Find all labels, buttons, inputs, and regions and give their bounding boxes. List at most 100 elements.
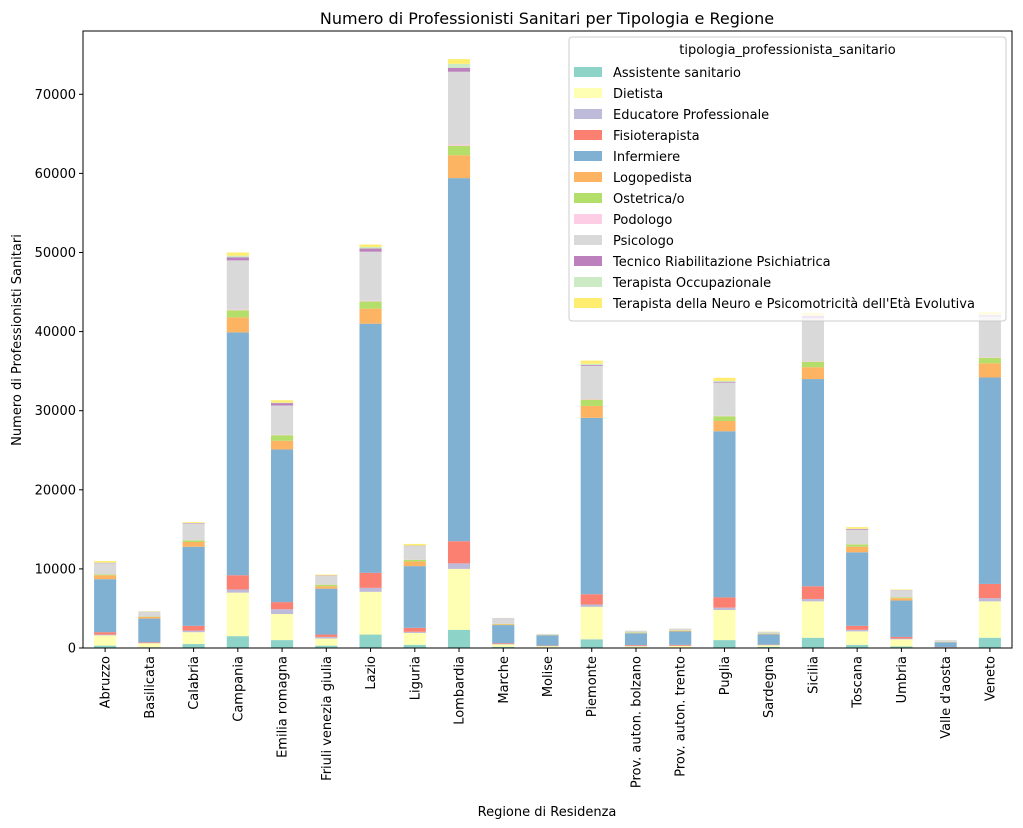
bar-segment — [669, 628, 692, 631]
bar-segment — [846, 546, 869, 553]
chart-title: Numero di Professionisti Sanitari per Ti… — [320, 9, 774, 28]
legend-entry: Dietista — [613, 87, 663, 102]
x-tick-label: Lazio — [364, 656, 379, 690]
bar-segment — [226, 310, 249, 318]
bar-segment — [94, 575, 117, 580]
x-axis-label: Regione di Residenza — [478, 805, 617, 820]
legend-swatch — [574, 193, 602, 203]
legend-entry: Assistente sanitario — [613, 66, 741, 81]
bar-segment — [757, 645, 780, 647]
legend-entry: Educatore Professionale — [613, 108, 769, 123]
bar-segment — [271, 640, 294, 648]
bar-segment — [447, 63, 471, 68]
bar-segment — [138, 618, 161, 643]
bar-segment — [492, 625, 515, 644]
bar-segment — [978, 601, 1001, 638]
bar-segment — [182, 546, 205, 626]
bar-segment — [182, 632, 205, 645]
bar-segment — [447, 155, 471, 179]
bar-segment — [271, 400, 294, 403]
bar-segment — [138, 643, 161, 648]
x-tick-label: Basilicata — [143, 656, 158, 719]
legend-entry: Infermiere — [613, 150, 680, 165]
bar-segment — [182, 644, 205, 648]
bar-segment — [890, 639, 913, 647]
bar-segment — [624, 646, 648, 648]
bar-segment — [226, 252, 249, 256]
bar-segment — [801, 601, 824, 638]
bar-segment — [757, 634, 780, 645]
bar-segment — [580, 360, 603, 364]
bar-segment — [801, 586, 824, 599]
bar-segment — [978, 598, 1001, 602]
bar-segment — [138, 616, 161, 619]
x-tick-label: Calabria — [187, 656, 202, 710]
bar-segment — [403, 631, 426, 633]
bar-segment — [359, 323, 382, 573]
x-tick-label: Umbria — [895, 656, 910, 703]
bar-segment — [580, 363, 603, 365]
bar-segment — [182, 540, 205, 542]
bar-segment — [669, 645, 692, 648]
bar-segment — [403, 627, 426, 632]
y-axis-label: Numero di Professionisti Sanitari — [10, 234, 25, 446]
bar-segment — [801, 379, 824, 587]
bar-segment — [713, 610, 736, 641]
bar-segment — [271, 435, 294, 441]
bar-segment — [846, 544, 869, 547]
bar-segment — [94, 560, 117, 563]
bar-segment — [359, 572, 382, 588]
x-tick-label: Prov. auton. trento — [674, 656, 689, 777]
bar-segment — [890, 600, 913, 637]
bar-segment — [447, 629, 471, 648]
bar-segment — [713, 640, 736, 648]
x-tick-label: Abruzzo — [99, 656, 114, 708]
bar-segment — [359, 246, 382, 249]
bar-segment — [226, 589, 249, 593]
bar-segment — [713, 382, 736, 416]
x-tick-label: Sardegna — [762, 656, 777, 718]
bar-segment — [403, 644, 426, 648]
bar-segment — [359, 248, 382, 252]
bar-segment — [801, 361, 824, 368]
bar-segment — [669, 631, 692, 645]
bar-segment — [846, 529, 869, 545]
bar-segment — [580, 365, 603, 399]
bar-segment — [978, 377, 1001, 584]
bar-segment — [846, 527, 869, 529]
bar-segment — [315, 636, 338, 639]
bar-segment — [624, 633, 648, 646]
x-tick-label: Lombardia — [453, 656, 468, 725]
bar-segment — [978, 357, 1001, 358]
y-tick-label: 60000 — [35, 167, 76, 182]
bar-segment — [182, 625, 205, 631]
legend-box — [568, 36, 1007, 322]
bar-segment — [271, 440, 294, 450]
bar-segment — [580, 606, 603, 640]
y-tick-label: 0 — [68, 642, 76, 657]
bar-segment — [492, 618, 515, 624]
legend-entry: Terapista Occupazionale — [612, 276, 771, 291]
bar-segment — [447, 541, 471, 564]
legend-swatch — [574, 130, 602, 140]
bar-segment — [890, 590, 913, 598]
bar-segment — [801, 361, 824, 362]
bar-segment — [447, 71, 471, 145]
legend-entry: Podologo — [613, 213, 672, 228]
bar-segment — [536, 646, 559, 648]
bar-segment — [492, 624, 515, 626]
bar-segment — [359, 300, 382, 302]
x-tick-label: Sicilia — [806, 656, 821, 694]
ticks-group: 0 10000 20000 30000 40000 50000 60000 70000 Abru… — [35, 88, 999, 788]
bar-segment — [403, 561, 426, 567]
y-tick-label: 10000 — [35, 562, 76, 577]
bar-segment — [669, 630, 692, 632]
bar-segment — [226, 257, 249, 261]
legend-swatch — [574, 298, 602, 308]
legend-swatch — [574, 256, 602, 266]
bar-segment — [226, 260, 249, 310]
bar-segment — [846, 552, 869, 626]
bar-segment — [624, 645, 648, 646]
bar-segment — [846, 629, 869, 632]
